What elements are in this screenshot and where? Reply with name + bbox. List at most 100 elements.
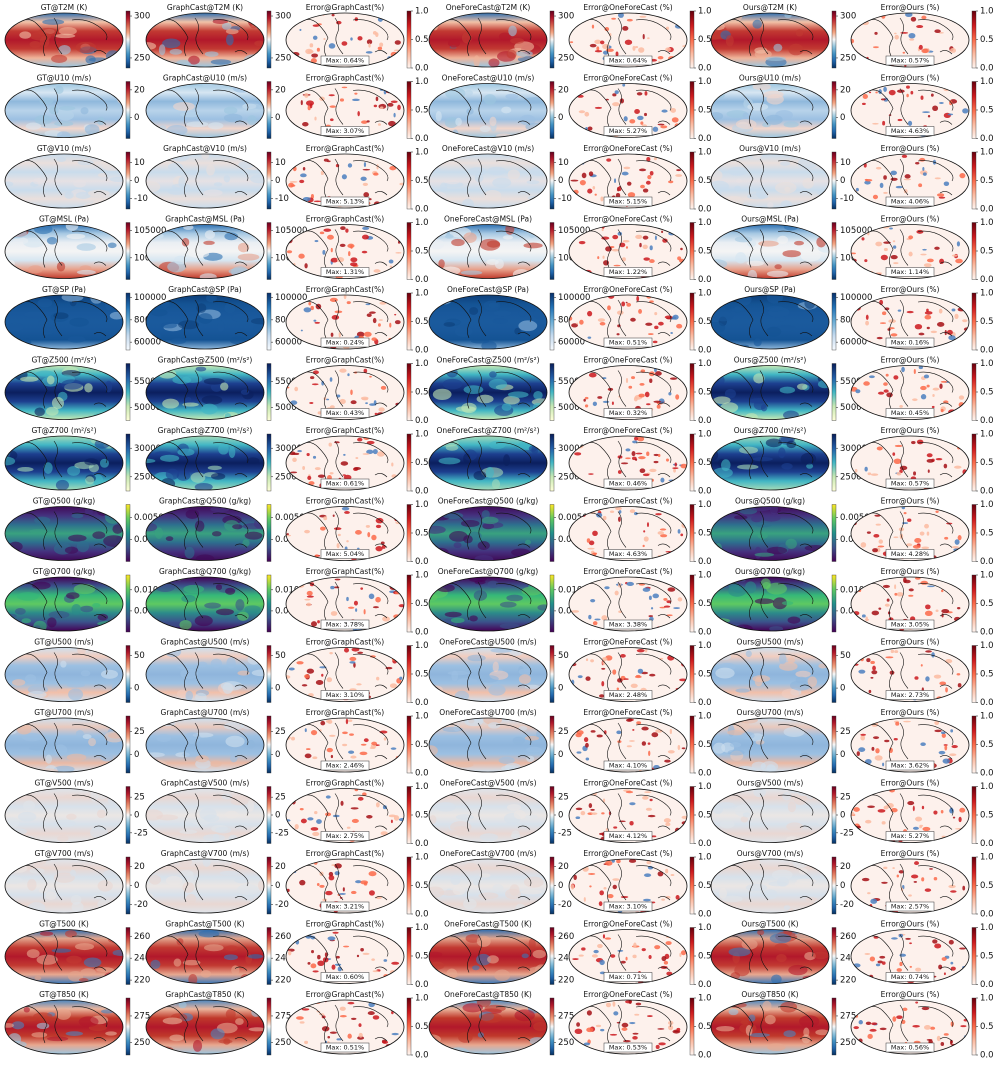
map-patch (79, 265, 92, 272)
field-map (710, 858, 830, 914)
map-patch (380, 831, 388, 836)
colorbar-tick-label: 30000 (558, 444, 585, 454)
map-patch (358, 1032, 363, 1038)
map-patch (250, 318, 264, 325)
map-patch (312, 970, 319, 973)
colorbar-tick-label: 0.5 (980, 670, 994, 680)
map-patch (771, 974, 782, 984)
map-patch (863, 695, 868, 699)
field-map (428, 717, 548, 773)
globe (286, 577, 404, 631)
map-patch (429, 656, 437, 666)
map-patch (479, 873, 491, 878)
map-patch (391, 462, 394, 467)
field-map (428, 506, 548, 561)
map-patch (920, 664, 923, 667)
map-patch (635, 674, 641, 677)
map-texture (13, 367, 114, 420)
map-patch (871, 610, 880, 616)
map-patch (54, 819, 76, 828)
colorbar-tick-label: 0.0 (980, 910, 994, 920)
map-patch (599, 959, 605, 966)
map-patch (346, 301, 351, 305)
map-patch (742, 112, 750, 119)
map-patch (203, 378, 225, 385)
map-patch (647, 814, 656, 818)
map-patch (294, 386, 299, 392)
map-patch (646, 403, 651, 406)
map-patch (162, 1017, 183, 1025)
map-patch (806, 463, 814, 469)
map-patch (492, 884, 504, 892)
max-label: Max: 0.43% (326, 409, 364, 417)
map-patch (660, 534, 668, 538)
map-patch (332, 514, 335, 517)
map-patch (956, 158, 961, 163)
map-patch (663, 960, 669, 965)
map-patch (891, 937, 898, 940)
max-label: Max: 5.13% (326, 198, 364, 206)
map-patch (354, 92, 358, 95)
colorbar (689, 645, 695, 703)
coastline (18, 581, 108, 621)
map-patch (439, 1000, 448, 1008)
map-patch (657, 56, 664, 60)
map-patch (398, 1045, 402, 1050)
map-patch (662, 204, 666, 208)
map-patch (665, 895, 671, 899)
map-patch (861, 412, 866, 416)
map-patch (794, 240, 804, 246)
colorbar-tick-label: 0 (558, 750, 563, 760)
map-patch (528, 582, 542, 591)
map-patch (861, 237, 865, 241)
map-patch (506, 49, 517, 59)
map-patch (488, 722, 501, 729)
max-label: Max: 2.75% (326, 832, 364, 840)
colorbar (266, 504, 272, 562)
max-box (320, 619, 370, 630)
map-patch (915, 967, 922, 972)
map-patch (622, 239, 630, 243)
map-patch (393, 112, 396, 118)
map-patch (959, 947, 966, 950)
map-patch (329, 472, 334, 475)
map-patch (752, 83, 771, 91)
field-map (4, 153, 124, 209)
map-patch (360, 880, 369, 885)
map-patch (188, 55, 200, 65)
map-patch (237, 253, 260, 261)
colorbar-tick-label: 1.0 (415, 289, 429, 299)
map-patch (908, 594, 914, 597)
colorbar-tick-label: -20 (840, 900, 854, 910)
map-patch (330, 257, 338, 263)
max-label: Max: 5.15% (609, 198, 647, 206)
map-patch (577, 730, 584, 735)
map-patch (820, 825, 829, 836)
map-patch (502, 235, 514, 240)
globe-outline (568, 506, 688, 561)
map-patch (329, 105, 336, 108)
map-patch (954, 313, 959, 319)
coastline (442, 299, 532, 339)
map-patch (206, 164, 215, 176)
map-patch (181, 594, 196, 603)
map-patch (804, 297, 816, 309)
coastline (159, 652, 249, 691)
map-patch (225, 945, 239, 951)
colorbar-tick-label: 0 (558, 881, 563, 891)
map-patch (617, 949, 624, 952)
map-patch (394, 794, 400, 798)
colorbar (406, 292, 412, 351)
map-patch (645, 180, 651, 185)
map-patch (675, 394, 680, 400)
panel-title: OneForeCast@Q500 (g/kg) (438, 497, 539, 506)
colorbar (689, 856, 695, 915)
map-patch (366, 39, 373, 45)
map-patch (530, 166, 547, 177)
map-patch (860, 735, 866, 741)
map-patch (918, 365, 923, 370)
colorbar-tick-label: 25000 (134, 472, 161, 482)
colorbar (406, 574, 412, 633)
colorbar-tick-label: 0.0 (415, 205, 429, 215)
map-patch (677, 932, 680, 936)
